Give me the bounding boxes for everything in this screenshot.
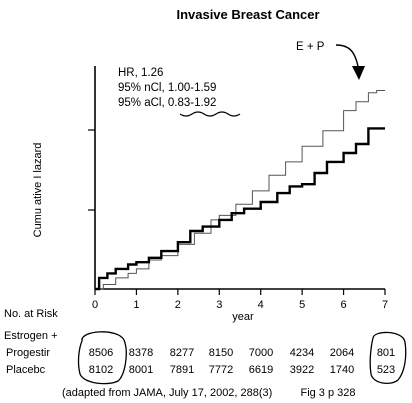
at-risk-placebo-value: 8102 [89,364,113,376]
adjusted-ci-annotation: 95% aCl, 0.83-1.92 [118,97,216,109]
x-tick-label: 7 [382,299,388,311]
x-axis-label: year [232,311,254,323]
handwritten-circle-left [77,331,127,385]
at-risk-estrogen-progestin-value: 8150 [209,347,233,359]
y-axis-label: Cumu ative I lazard [32,143,44,238]
at-risk-row2-label: Placebc [6,364,46,376]
x-tick-label: 3 [216,299,222,311]
chart-title: Invasive Breast Cancer [176,7,319,22]
x-ticks: 0 1 2 3 4 5 6 7 [92,289,388,311]
x-tick-label: 1 [133,299,139,311]
x-tick-label: 6 [341,299,347,311]
handwritten-underline [179,111,241,117]
hr-annotation: HR, 1.26 [118,67,163,79]
at-risk-estrogen-progestin-value: 7000 [249,347,273,359]
at-risk-placebo-value: 523 [377,364,395,376]
at-risk-estrogen-progestin-value: 8378 [129,347,153,359]
at-risk-placebo-value: 7891 [170,364,194,376]
at-risk-placebo-value: 1740 [330,364,354,376]
x-tick-label: 5 [299,299,305,311]
at-risk-estrogen-progestin-value: 8506 [89,347,113,359]
at-risk-row1-label-b: Progestir [6,347,50,359]
at-risk-values: 8506 8378 8277 8150 7000 4234 2064 801 8102 8001 7… [89,347,395,376]
x-tick-label: 4 [258,299,264,311]
x-tick-label: 0 [92,299,98,311]
x-tick-label: 2 [175,299,181,311]
series-line-placebo [95,127,385,291]
source-note: (adapted from JAMA, July 17, 2002, 288(3… [62,387,272,399]
at-risk-estrogen-progestin-value: 8277 [170,347,194,359]
at-risk-estrogen-progestin-value: 801 [377,347,395,359]
at-risk-row1-label-a: Estrogen + [4,330,58,342]
at-risk-placebo-value: 6619 [249,364,273,376]
at-risk-estrogen-progestin-value: 2064 [330,347,354,359]
at-risk-estrogen-progestin-value: 4234 [290,347,314,359]
at-risk-placebo-value: 8001 [129,364,153,376]
ep-annotation-label: E + P [296,41,325,53]
series-layer [95,90,385,291]
ep-arrowhead [352,66,365,80]
at-risk-header: No. at Risk [4,308,58,320]
handwritten-circle-right [369,331,407,385]
at-risk-placebo-value: 3922 [290,364,314,376]
figure-reference: Fig 3 p 328 [300,387,355,399]
nominal-ci-annotation: 95% nCl, 1.00-1.59 [118,82,216,94]
at-risk-placebo-value: 7772 [209,364,233,376]
series-line-e-p [95,90,385,290]
